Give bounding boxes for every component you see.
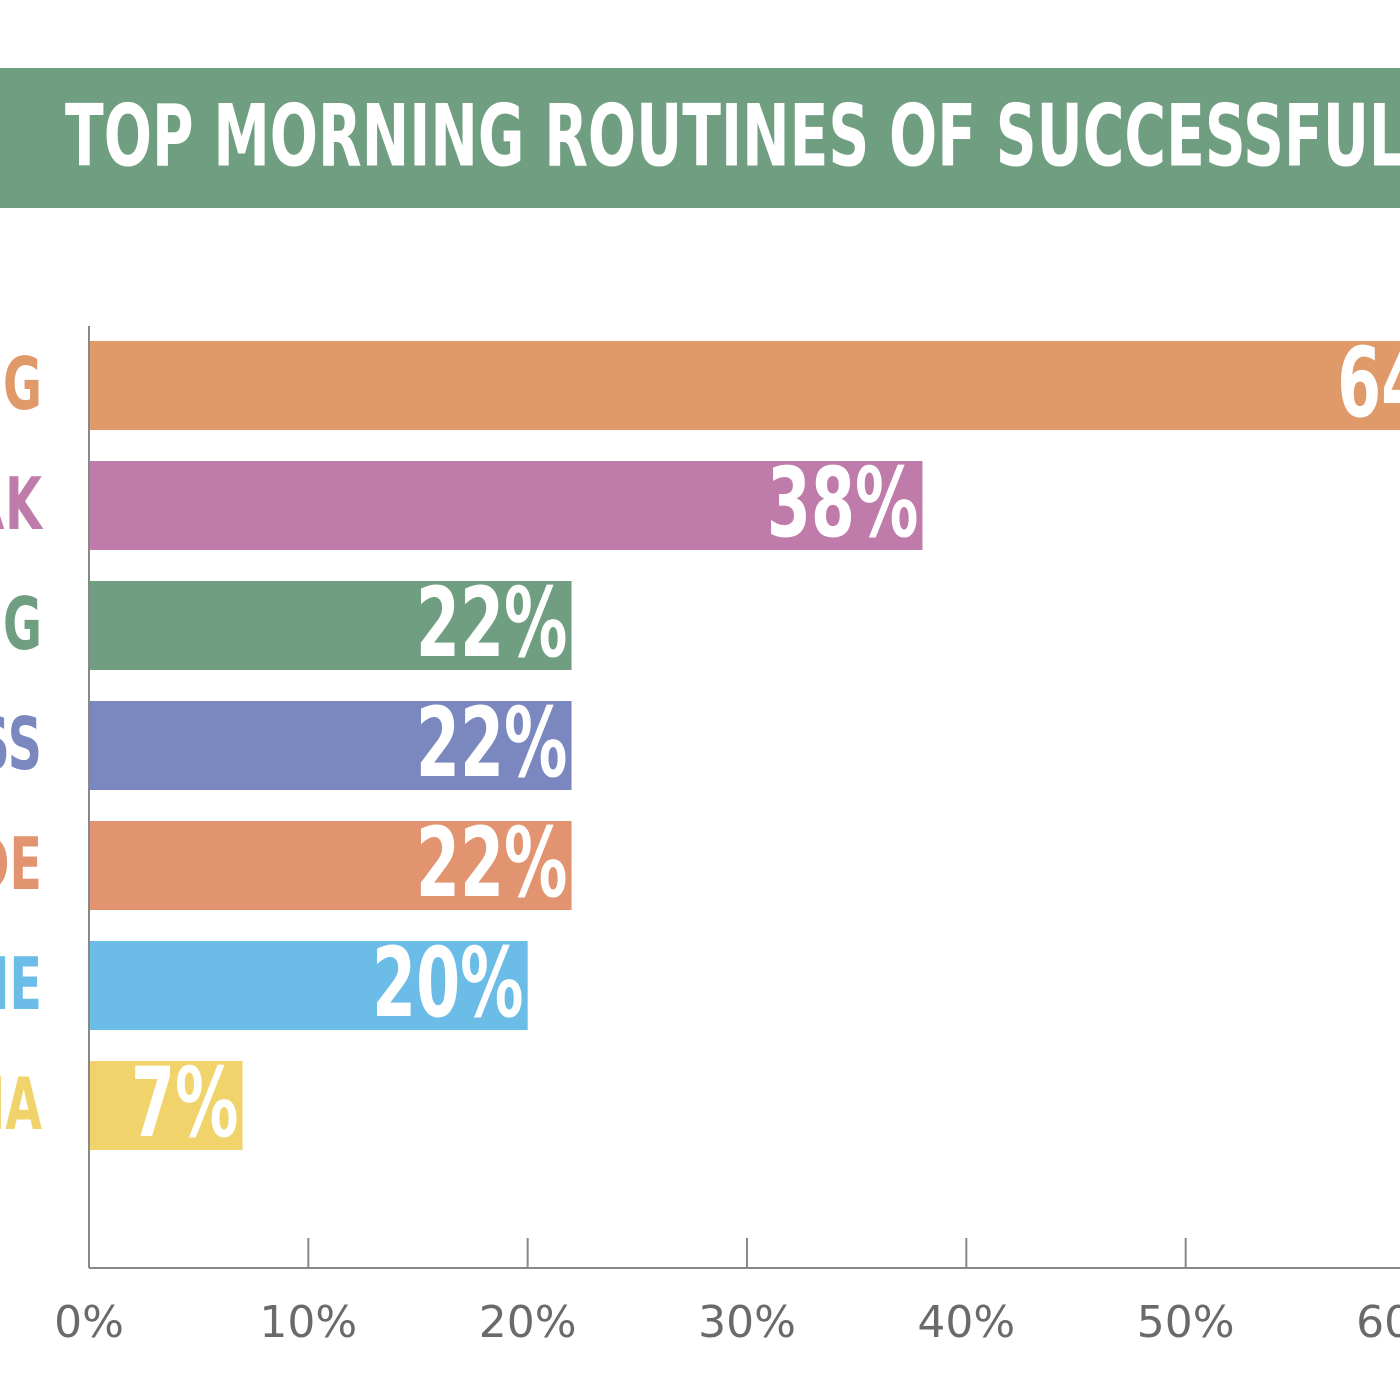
category-label: NG [0,343,42,427]
x-tick-label: 50% [1137,1297,1235,1348]
x-tick-label: 0% [54,1297,124,1348]
bar [89,341,1400,430]
x-tick-label: 60% [1356,1297,1400,1348]
value-label: 38% [767,449,919,560]
x-tick-label: 30% [698,1297,796,1348]
value-label: 22% [416,809,568,920]
category-label: ME [0,943,42,1027]
bar [89,461,923,550]
category-label: SS [0,703,42,787]
value-label: 22% [416,569,568,680]
bar [89,1061,243,1150]
x-tick-label: 40% [917,1297,1015,1348]
bar [89,701,572,790]
category-label: NA [0,1063,42,1147]
title-banner [0,68,1400,208]
x-tick-label: 20% [479,1297,577,1348]
category-label: DE [0,823,42,907]
bar [89,821,572,910]
value-label: 7% [131,1049,239,1160]
bar [89,941,528,1030]
category-label: NG [0,583,42,667]
value-label: 64% [1337,329,1400,440]
x-tick-label: 10% [259,1297,357,1348]
chart-title: TOP MORNING ROUTINES OF SUCCESSFUL PEOPL… [65,87,1400,187]
bar [89,581,572,670]
value-label: 20% [372,929,524,1040]
value-label: 22% [416,689,568,800]
category-label: RK [0,463,44,547]
